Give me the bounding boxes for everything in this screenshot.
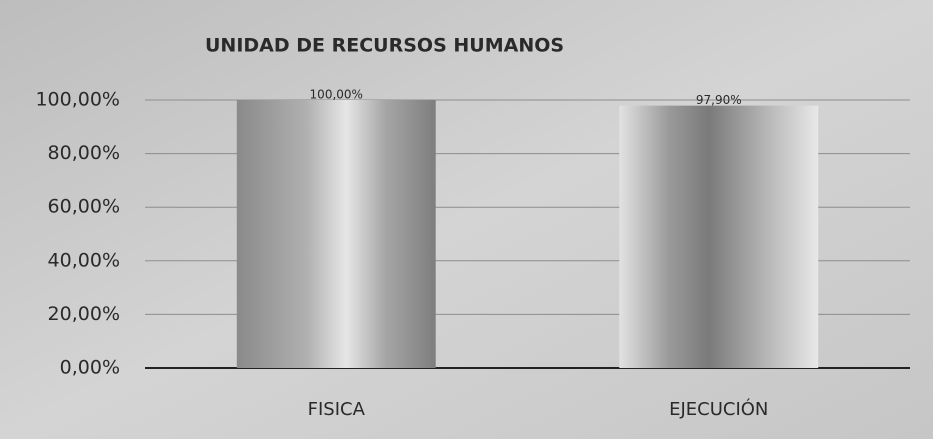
y-tick-label: 20,00% <box>48 303 120 325</box>
x-tick-label: FISICA <box>308 399 366 420</box>
y-tick-label: 40,00% <box>48 249 120 271</box>
y-tick-label: 80,00% <box>48 142 120 164</box>
y-tick-label: 100,00% <box>35 89 120 111</box>
data-label: 97,90% <box>696 93 742 107</box>
y-tick-label: 0,00% <box>60 357 120 379</box>
bar <box>619 105 819 369</box>
x-tick-label: EJECUCIÓN <box>669 398 768 420</box>
data-label: 100,00% <box>310 88 363 102</box>
chart-title: UNIDAD DE RECURSOS HUMANOS <box>205 35 564 57</box>
bar <box>236 100 436 368</box>
y-tick-label: 60,00% <box>48 196 120 218</box>
